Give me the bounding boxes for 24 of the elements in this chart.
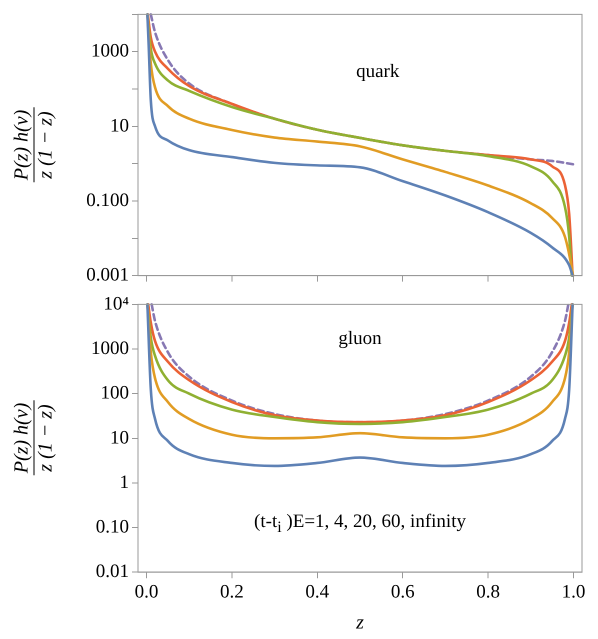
x-tick-label: 0.8 bbox=[476, 582, 500, 603]
annotation: quark bbox=[356, 60, 400, 83]
x-tick-label: 1.0 bbox=[562, 582, 586, 603]
y-tick-label: 10 bbox=[110, 427, 129, 448]
y-tick-label: 10⁴ bbox=[103, 293, 130, 314]
y-axis-title: P(z) h(ν) z (1 − z) bbox=[10, 108, 58, 182]
y-tick-label: 0.100 bbox=[86, 190, 129, 211]
y-tick-label: 10 bbox=[110, 115, 129, 136]
y-tick-label: 1000 bbox=[91, 338, 129, 360]
annotation: (t-t$_{i}$ )E=1, 4, 20, 60, infinity bbox=[254, 511, 466, 537]
y-tick-label: 100 bbox=[100, 382, 129, 404]
line-series bbox=[146, 303, 574, 468]
x-tick-label: 0.2 bbox=[220, 582, 244, 603]
y-tick-label: 0.10 bbox=[96, 516, 129, 538]
x-tick-label: 0.0 bbox=[134, 582, 158, 603]
y-tick-label: 1000 bbox=[91, 40, 129, 62]
annotation: gluon bbox=[338, 328, 382, 350]
x-axis-title: z bbox=[355, 611, 364, 634]
y-tick-label: 0.01 bbox=[96, 561, 129, 582]
y-tick-label: 0.001 bbox=[86, 264, 129, 286]
y-axis-title: P(z) h(ν) z (1 − z) bbox=[10, 402, 58, 476]
x-tick-label: 0.4 bbox=[305, 582, 330, 603]
x-tick-label: 0.6 bbox=[390, 582, 415, 603]
y-tick-label: 1 bbox=[120, 472, 129, 493]
